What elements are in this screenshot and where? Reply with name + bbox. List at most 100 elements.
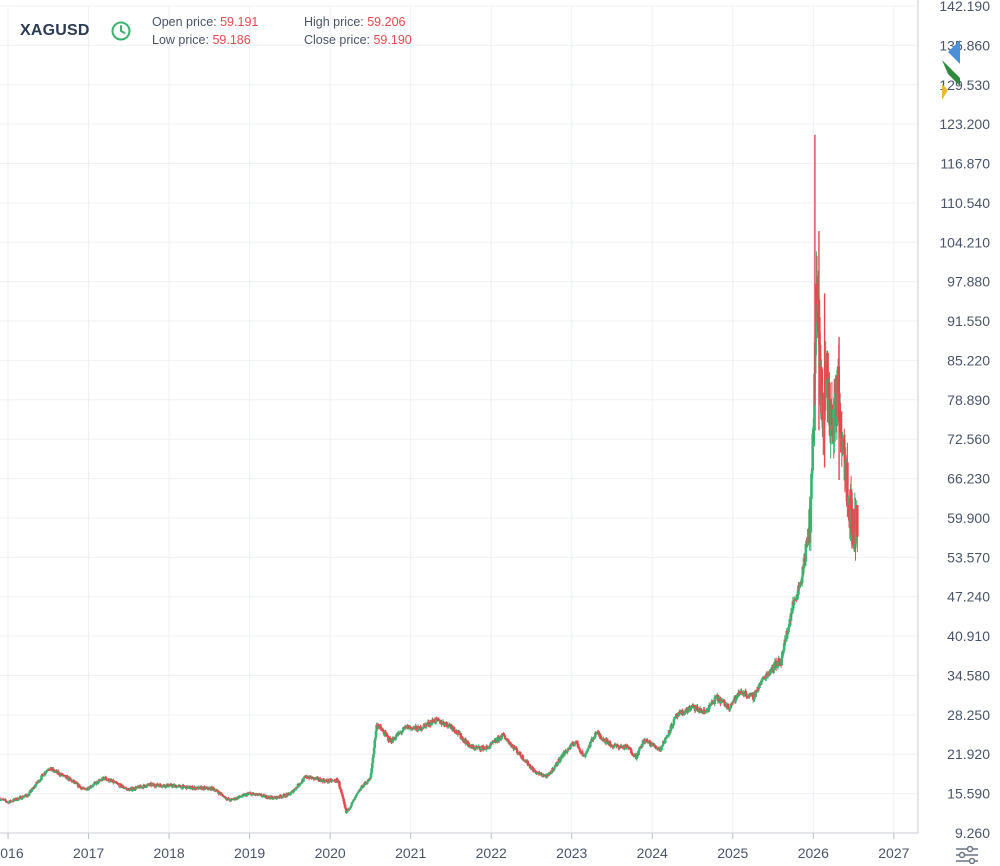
settings-sliders-icon[interactable] bbox=[954, 844, 980, 864]
candle-body bbox=[260, 794, 263, 797]
candle-body bbox=[756, 691, 759, 693]
candle-body bbox=[79, 786, 82, 788]
candle-body bbox=[500, 734, 504, 739]
candle-body bbox=[570, 743, 574, 747]
candle-body bbox=[521, 755, 525, 760]
candle-body bbox=[743, 693, 746, 697]
candle-body bbox=[170, 784, 173, 787]
candle-body bbox=[362, 784, 365, 787]
candle-body bbox=[223, 795, 227, 799]
candle-body bbox=[566, 750, 569, 753]
candle-body bbox=[351, 800, 355, 802]
close-price: Close price: 59.190 bbox=[304, 33, 412, 47]
candle-body bbox=[573, 743, 577, 746]
candle-body bbox=[361, 786, 365, 788]
candle-body bbox=[351, 801, 354, 803]
yellow-tab-icon[interactable] bbox=[942, 84, 948, 100]
candle-body bbox=[127, 788, 131, 790]
candle-body bbox=[571, 742, 575, 745]
candle-body bbox=[434, 717, 438, 723]
candle-body bbox=[22, 796, 26, 798]
candle-body bbox=[24, 794, 28, 796]
y-tick-label: 85.220 bbox=[947, 352, 990, 368]
candle-body bbox=[784, 638, 788, 642]
candle-body bbox=[147, 784, 151, 786]
candle-body bbox=[401, 730, 404, 732]
y-tick-label: 72.560 bbox=[947, 431, 990, 447]
candle-body bbox=[356, 792, 360, 794]
candle-body bbox=[528, 764, 531, 766]
candle-body bbox=[488, 746, 492, 748]
candle-body bbox=[85, 789, 89, 791]
candle-body bbox=[466, 740, 469, 744]
candle-body bbox=[479, 747, 483, 751]
candle-body bbox=[663, 738, 667, 743]
candle-body bbox=[56, 770, 60, 774]
candle-body bbox=[338, 781, 341, 787]
candle-body bbox=[556, 762, 559, 766]
candle-body bbox=[294, 789, 297, 791]
candle-body bbox=[702, 709, 706, 712]
candle-body bbox=[145, 784, 149, 787]
candle-body bbox=[211, 786, 215, 789]
candle-body bbox=[650, 744, 654, 746]
candle-body bbox=[646, 739, 649, 742]
candle-body bbox=[497, 737, 501, 741]
candle-body bbox=[548, 772, 551, 776]
candle-body bbox=[154, 786, 157, 788]
candle-body bbox=[133, 789, 136, 791]
x-tick-label: 2024 bbox=[637, 845, 668, 861]
candle-body bbox=[792, 599, 796, 605]
clock-icon[interactable] bbox=[110, 20, 132, 42]
candle-body bbox=[797, 585, 800, 595]
candle-body bbox=[265, 798, 269, 800]
candle-body bbox=[366, 782, 369, 784]
candle-body bbox=[298, 784, 302, 786]
candle-body bbox=[814, 331, 818, 342]
candle-body bbox=[0, 799, 4, 801]
green-tab-icon[interactable] bbox=[942, 60, 960, 86]
candle-body bbox=[764, 674, 768, 679]
side-tabs[interactable] bbox=[938, 38, 962, 104]
candle-body bbox=[559, 759, 562, 761]
candle-body bbox=[142, 784, 146, 789]
candle-body bbox=[341, 794, 344, 797]
x-tick-label: 2016 bbox=[0, 845, 24, 861]
candle-body bbox=[700, 710, 704, 712]
candle-body bbox=[745, 693, 748, 697]
candle-body bbox=[4, 800, 8, 802]
high-price: High price: 59.206 bbox=[304, 15, 405, 29]
y-tick-label: 9.260 bbox=[955, 825, 990, 841]
candle-body bbox=[36, 781, 40, 784]
candle-body bbox=[593, 732, 597, 738]
candle-body bbox=[427, 725, 431, 727]
y-tick-label: 15.590 bbox=[947, 786, 990, 802]
candle-body bbox=[637, 748, 641, 751]
candle-body bbox=[608, 741, 612, 746]
candle-body bbox=[735, 694, 739, 699]
x-tick-label: 2027 bbox=[878, 845, 909, 861]
candle-body bbox=[337, 780, 341, 782]
blue-tab-icon[interactable] bbox=[948, 40, 960, 64]
candle-body bbox=[665, 736, 668, 739]
candle-body bbox=[787, 627, 790, 633]
x-tick-label: 2017 bbox=[73, 845, 104, 861]
candle-body bbox=[131, 789, 134, 791]
low-price: Low price: 59.186 bbox=[152, 33, 251, 47]
candle-body bbox=[810, 470, 814, 474]
candle-body bbox=[112, 780, 115, 783]
candle-body bbox=[460, 738, 463, 740]
y-axis: 142.190135.860129.530123.200116.870110.5… bbox=[939, 0, 990, 841]
candle-body bbox=[342, 798, 346, 802]
candle-body bbox=[419, 729, 423, 731]
candle-body bbox=[821, 392, 824, 396]
candle-body bbox=[641, 744, 644, 747]
candle-body bbox=[815, 283, 819, 304]
candle-body bbox=[799, 583, 802, 587]
candle-body bbox=[809, 498, 813, 533]
candle-body bbox=[370, 768, 373, 774]
candle-body bbox=[793, 599, 797, 601]
candle-body bbox=[515, 748, 518, 750]
candle-body bbox=[791, 601, 795, 611]
